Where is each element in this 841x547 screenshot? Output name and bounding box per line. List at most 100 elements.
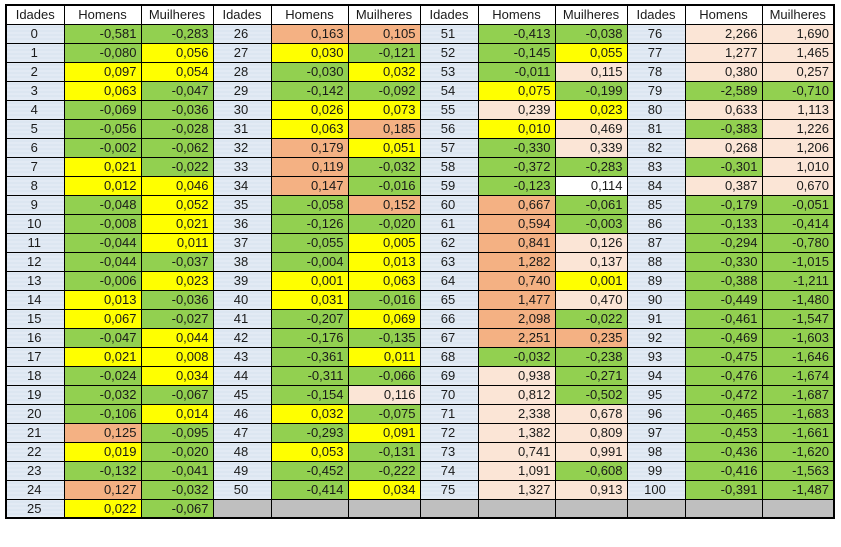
cell-muilheres[interactable]: 1,226 xyxy=(761,118,835,139)
cell-muilheres[interactable]: 0,014 xyxy=(140,403,214,424)
cell-idade[interactable]: 74 xyxy=(419,460,479,481)
cell-idade[interactable]: 47 xyxy=(212,422,272,443)
cell-homens[interactable]: 0,031 xyxy=(270,289,349,310)
header-idades[interactable]: Idades xyxy=(5,4,65,25)
empty-cell[interactable] xyxy=(477,498,556,519)
cell-homens[interactable]: -0,008 xyxy=(63,213,142,234)
cell-homens[interactable]: -0,436 xyxy=(684,441,763,462)
cell-homens[interactable]: 0,097 xyxy=(63,61,142,82)
cell-idade[interactable]: 67 xyxy=(419,327,479,348)
cell-homens[interactable]: -0,476 xyxy=(684,365,763,386)
cell-muilheres[interactable]: -0,036 xyxy=(140,289,214,310)
cell-homens[interactable]: 1,327 xyxy=(477,479,556,500)
cell-homens[interactable]: 1,091 xyxy=(477,460,556,481)
cell-muilheres[interactable]: 0,116 xyxy=(347,384,421,405)
cell-homens[interactable]: 0,021 xyxy=(63,346,142,367)
cell-homens[interactable]: 0,127 xyxy=(63,479,142,500)
cell-idade[interactable]: 38 xyxy=(212,251,272,272)
cell-idade[interactable]: 24 xyxy=(5,479,65,500)
empty-cell[interactable] xyxy=(347,498,421,519)
cell-idade[interactable]: 39 xyxy=(212,270,272,291)
cell-homens[interactable]: 0,019 xyxy=(63,441,142,462)
cell-homens[interactable]: -0,330 xyxy=(477,137,556,158)
cell-homens[interactable]: 0,594 xyxy=(477,213,556,234)
cell-homens[interactable]: 0,387 xyxy=(684,175,763,196)
cell-idade[interactable]: 56 xyxy=(419,118,479,139)
cell-idade[interactable]: 23 xyxy=(5,460,65,481)
cell-muilheres[interactable]: 1,690 xyxy=(761,23,835,44)
cell-homens[interactable]: 0,032 xyxy=(270,403,349,424)
cell-muilheres[interactable]: -1,687 xyxy=(761,384,835,405)
cell-homens[interactable]: -0,453 xyxy=(684,422,763,443)
cell-muilheres[interactable]: 0,137 xyxy=(554,251,628,272)
cell-homens[interactable]: -0,330 xyxy=(684,251,763,272)
cell-homens[interactable]: -0,080 xyxy=(63,42,142,63)
cell-muilheres[interactable]: -0,092 xyxy=(347,80,421,101)
cell-muilheres[interactable]: -1,646 xyxy=(761,346,835,367)
cell-idade[interactable]: 68 xyxy=(419,346,479,367)
cell-idade[interactable]: 96 xyxy=(626,403,686,424)
cell-muilheres[interactable]: -0,067 xyxy=(140,384,214,405)
cell-muilheres[interactable]: -1,015 xyxy=(761,251,835,272)
cell-muilheres[interactable]: 0,670 xyxy=(761,175,835,196)
cell-homens[interactable]: 0,063 xyxy=(63,80,142,101)
cell-homens[interactable]: -0,413 xyxy=(477,23,556,44)
cell-homens[interactable]: 0,013 xyxy=(63,289,142,310)
cell-idade[interactable]: 91 xyxy=(626,308,686,329)
cell-homens[interactable]: -0,048 xyxy=(63,194,142,215)
cell-muilheres[interactable]: -0,061 xyxy=(554,194,628,215)
cell-muilheres[interactable]: -0,003 xyxy=(554,213,628,234)
cell-homens[interactable]: -0,032 xyxy=(477,346,556,367)
cell-idade[interactable]: 31 xyxy=(212,118,272,139)
cell-muilheres[interactable]: -1,674 xyxy=(761,365,835,386)
cell-homens[interactable]: 0,163 xyxy=(270,23,349,44)
cell-muilheres[interactable]: -0,062 xyxy=(140,137,214,158)
cell-muilheres[interactable]: 0,339 xyxy=(554,137,628,158)
cell-idade[interactable]: 18 xyxy=(5,365,65,386)
cell-idade[interactable]: 16 xyxy=(5,327,65,348)
cell-idade[interactable]: 35 xyxy=(212,194,272,215)
cell-idade[interactable]: 52 xyxy=(419,42,479,63)
cell-idade[interactable]: 43 xyxy=(212,346,272,367)
cell-homens[interactable]: 0,239 xyxy=(477,99,556,120)
cell-idade[interactable]: 58 xyxy=(419,156,479,177)
cell-idade[interactable]: 12 xyxy=(5,251,65,272)
cell-muilheres[interactable]: -0,238 xyxy=(554,346,628,367)
cell-idade[interactable]: 55 xyxy=(419,99,479,120)
cell-homens[interactable]: 1,277 xyxy=(684,42,763,63)
cell-idade[interactable]: 97 xyxy=(626,422,686,443)
cell-homens[interactable]: -0,142 xyxy=(270,80,349,101)
cell-homens[interactable]: 1,477 xyxy=(477,289,556,310)
cell-homens[interactable]: -0,461 xyxy=(684,308,763,329)
cell-idade[interactable]: 54 xyxy=(419,80,479,101)
cell-idade[interactable]: 75 xyxy=(419,479,479,500)
cell-homens[interactable]: 0,075 xyxy=(477,80,556,101)
cell-muilheres[interactable]: -0,016 xyxy=(347,289,421,310)
cell-muilheres[interactable]: 0,055 xyxy=(554,42,628,63)
cell-homens[interactable]: -0,056 xyxy=(63,118,142,139)
cell-muilheres[interactable]: 0,114 xyxy=(554,175,628,196)
cell-muilheres[interactable]: -1,683 xyxy=(761,403,835,424)
cell-idade[interactable]: 13 xyxy=(5,270,65,291)
cell-idade[interactable]: 100 xyxy=(626,479,686,500)
cell-muilheres[interactable]: -0,020 xyxy=(140,441,214,462)
cell-homens[interactable]: -0,145 xyxy=(477,42,556,63)
cell-muilheres[interactable]: -0,222 xyxy=(347,460,421,481)
cell-idade[interactable]: 4 xyxy=(5,99,65,120)
cell-homens[interactable]: 2,266 xyxy=(684,23,763,44)
cell-muilheres[interactable]: -0,095 xyxy=(140,422,214,443)
cell-muilheres[interactable]: 0,809 xyxy=(554,422,628,443)
cell-muilheres[interactable]: -0,027 xyxy=(140,308,214,329)
cell-homens[interactable]: -0,126 xyxy=(270,213,349,234)
cell-muilheres[interactable]: 0,913 xyxy=(554,479,628,500)
cell-idade[interactable]: 46 xyxy=(212,403,272,424)
cell-muilheres[interactable]: -0,608 xyxy=(554,460,628,481)
cell-idade[interactable]: 30 xyxy=(212,99,272,120)
cell-homens[interactable]: 0,841 xyxy=(477,232,556,253)
cell-muilheres[interactable]: -0,414 xyxy=(761,213,835,234)
cell-homens[interactable]: 0,053 xyxy=(270,441,349,462)
cell-idade[interactable]: 26 xyxy=(212,23,272,44)
cell-homens[interactable]: 0,268 xyxy=(684,137,763,158)
header-muilheres[interactable]: Muilheres xyxy=(140,4,214,25)
cell-idade[interactable]: 17 xyxy=(5,346,65,367)
